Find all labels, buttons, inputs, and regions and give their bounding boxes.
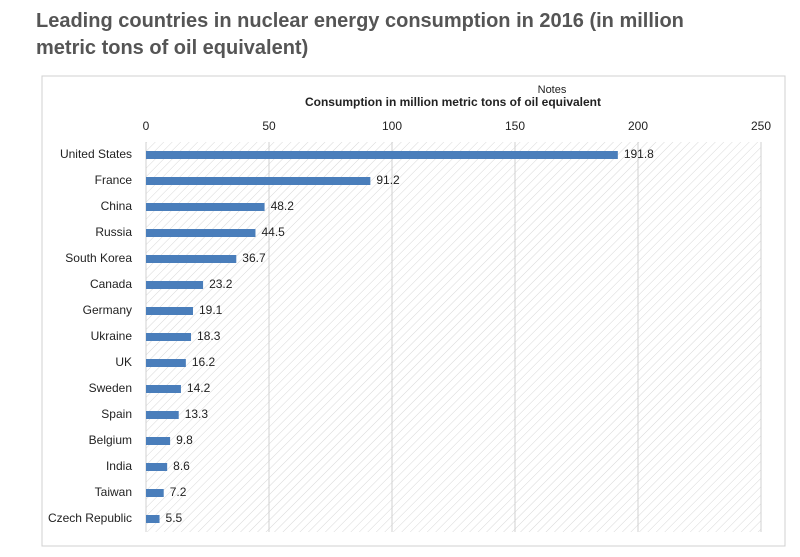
y-tick-label: Sweden [89, 381, 132, 395]
value-label: 9.8 [176, 433, 193, 447]
y-tick-label: Spain [101, 407, 132, 421]
y-tick-label: UK [115, 355, 132, 369]
x-axis-label: Consumption in million metric tons of oi… [305, 95, 601, 109]
notes-label: Notes [538, 84, 567, 96]
y-tick-label: United States [60, 147, 132, 161]
plot-area [146, 142, 761, 532]
bar [146, 307, 193, 315]
x-tick-label: 250 [751, 119, 771, 133]
value-label: 191.8 [624, 147, 654, 161]
bar [146, 489, 164, 497]
y-tick-label: China [101, 199, 133, 213]
bar [146, 255, 237, 263]
x-tick-label: 200 [628, 119, 648, 133]
bar [146, 411, 179, 419]
value-label: 8.6 [173, 459, 190, 473]
bar [146, 463, 168, 471]
y-tick-label: India [106, 459, 132, 473]
y-tick-label: France [95, 173, 133, 187]
bar [146, 281, 204, 289]
bar [146, 203, 265, 211]
x-tick-label: 50 [262, 119, 276, 133]
chart-title: Leading countries in nuclear energy cons… [36, 10, 684, 59]
value-label: 44.5 [261, 225, 285, 239]
x-tick-label: 100 [382, 119, 402, 133]
bar [146, 333, 192, 341]
value-label: 13.3 [185, 407, 209, 421]
y-tick-label: Russia [95, 225, 132, 239]
value-label: 7.2 [170, 485, 187, 499]
value-label: 23.2 [209, 277, 233, 291]
y-tick-label: Czech Republic [48, 511, 132, 525]
x-tick-label: 150 [505, 119, 525, 133]
y-tick-label: Germany [83, 303, 132, 317]
bar [146, 229, 256, 237]
value-label: 36.7 [242, 251, 266, 265]
x-tick-label: 0 [143, 119, 150, 133]
y-tick-label: Canada [90, 277, 132, 291]
value-label: 91.2 [376, 173, 400, 187]
value-label: 14.2 [187, 381, 211, 395]
bar [146, 177, 371, 185]
y-tick-label: Belgium [89, 433, 132, 447]
value-label: 16.2 [192, 355, 216, 369]
bar [146, 385, 181, 393]
value-label: 5.5 [166, 511, 183, 525]
value-label: 19.1 [199, 303, 223, 317]
y-tick-label: Ukraine [91, 329, 133, 343]
bar [146, 151, 618, 159]
y-tick-label: Taiwan [95, 485, 132, 499]
value-label: 18.3 [197, 329, 221, 343]
value-label: 48.2 [271, 199, 295, 213]
y-tick-label: South Korea [65, 251, 132, 265]
bar [146, 515, 160, 523]
bar [146, 359, 186, 367]
bar [146, 437, 171, 445]
